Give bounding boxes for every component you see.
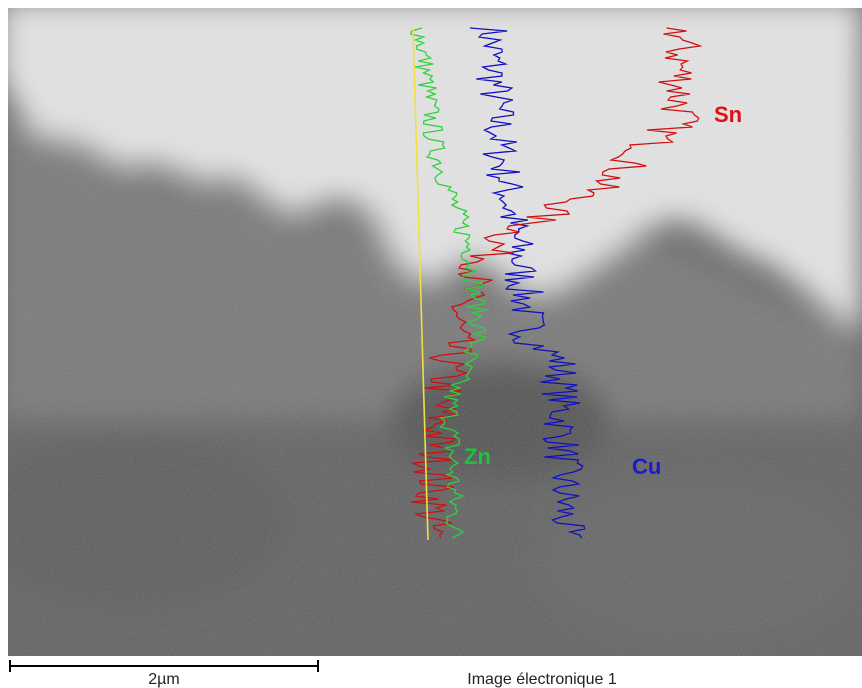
micrograph [8, 8, 862, 656]
line-scan-profiles [409, 27, 703, 541]
scale-bar [9, 660, 319, 672]
element-label: Zn [464, 444, 491, 469]
profile-line [409, 27, 489, 539]
profile-line [469, 27, 586, 539]
scale-bar-label: 2µm [148, 671, 179, 688]
element-label: Cu [632, 454, 661, 479]
caption: Image électronique 1 [467, 671, 617, 688]
scan-line [412, 27, 429, 541]
profile-line [410, 27, 703, 539]
element-label: Sn [714, 102, 742, 127]
